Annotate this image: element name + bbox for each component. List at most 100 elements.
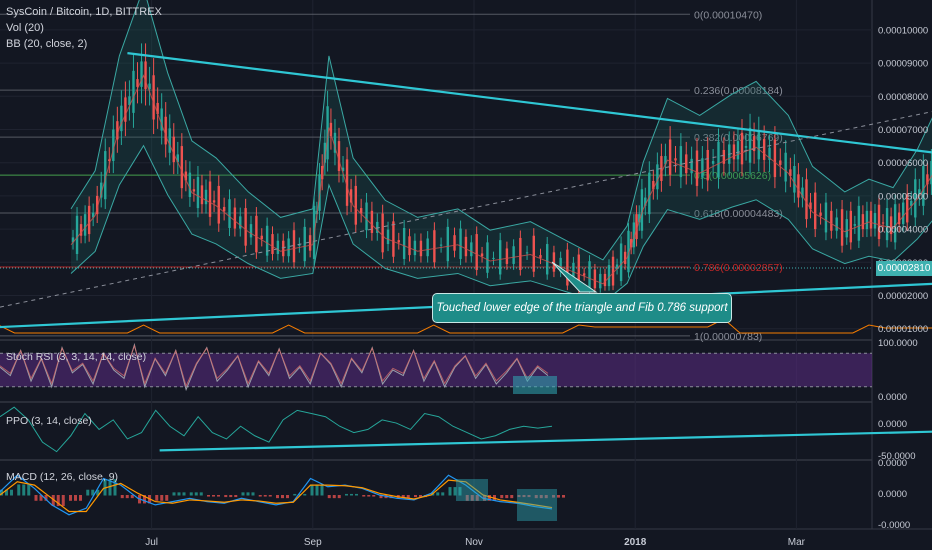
candle-body <box>298 244 301 246</box>
candle-body <box>593 269 597 289</box>
candle-body <box>668 139 672 175</box>
macd-histogram-bar <box>258 495 262 497</box>
candle-body <box>128 96 131 106</box>
macd-histogram-bar <box>263 495 267 497</box>
candle-body <box>519 237 522 271</box>
candle-body <box>922 166 925 206</box>
macd-histogram-bar <box>160 495 164 501</box>
candle-body <box>840 209 844 246</box>
macd-histogram-bar <box>505 495 509 499</box>
macd-histogram-bar <box>276 495 279 499</box>
fib-label: 0(0.00010470) <box>694 9 762 21</box>
macd-histogram-bar <box>34 495 38 501</box>
stoch-y-tick: 0.0000 <box>878 392 907 403</box>
candle-body <box>200 185 204 205</box>
bb-basis <box>70 74 932 285</box>
candle-body <box>426 238 429 257</box>
macd-histogram-bar <box>367 495 371 497</box>
macd-highlight <box>517 489 557 521</box>
y-tick-label: 0.00001000 <box>878 324 928 335</box>
candle-body <box>408 236 411 256</box>
macd-histogram-bar <box>177 492 181 496</box>
candle-body <box>588 261 591 293</box>
candle-body <box>397 240 400 243</box>
macd-histogram-bar <box>453 487 457 496</box>
macd-histogram-bar <box>56 495 60 507</box>
macd-histogram-bar <box>401 495 405 499</box>
candle-body <box>386 229 390 245</box>
candle-body <box>265 225 269 256</box>
candle-body <box>656 164 659 190</box>
candle-body <box>789 169 792 176</box>
candle-body <box>603 273 607 287</box>
y-tick-label: 0.00006000 <box>878 158 928 169</box>
candle-body <box>930 161 932 185</box>
candle-body <box>611 256 615 286</box>
candle-body <box>757 130 760 160</box>
macd-histogram-bar <box>419 495 422 498</box>
candle-body <box>809 202 812 210</box>
candle-body <box>914 179 917 218</box>
macd-histogram-bar <box>557 495 560 498</box>
candle-body <box>752 136 756 152</box>
candle-body <box>120 105 123 132</box>
macd-histogram-bar <box>217 495 220 497</box>
candle-body <box>212 200 216 203</box>
candle-body <box>674 158 677 161</box>
candle-body <box>638 214 641 223</box>
macd-pane: MACD (12, 26, close, 9) <box>0 471 565 521</box>
candle-body <box>475 234 478 271</box>
candle-body <box>615 264 619 269</box>
candle-body <box>459 228 462 259</box>
dashed-trend-line <box>0 111 932 308</box>
candle-body <box>918 189 921 196</box>
macd-histogram-bar <box>61 495 65 507</box>
candle-body <box>164 116 167 145</box>
macd-histogram-bar <box>281 495 284 499</box>
candle-body <box>204 189 208 205</box>
candle-body <box>413 240 417 256</box>
macd-histogram-bar <box>350 493 353 496</box>
macd-y-tick: 0.0000 <box>878 489 907 500</box>
candle-body <box>830 210 833 231</box>
macd-histogram-bar <box>475 495 479 501</box>
candle-body <box>773 139 777 178</box>
macd-histogram-bar <box>17 484 21 496</box>
macd-histogram-bar <box>182 492 186 496</box>
candle-body <box>282 240 285 257</box>
candle-body <box>453 235 456 251</box>
candle-body <box>512 246 515 264</box>
candle-body <box>577 254 580 290</box>
macd-histogram-bar <box>488 495 491 501</box>
macd-histogram-bar <box>246 492 250 496</box>
macd-histogram-bar <box>10 489 13 496</box>
candle-body <box>853 224 857 226</box>
candle-body <box>901 202 905 225</box>
macd-histogram-bar <box>320 484 324 496</box>
candle-body <box>873 213 877 229</box>
macd-histogram-bar <box>194 492 198 496</box>
stoch-title: Stoch RSI (3, 3, 14, 14, close) <box>6 351 146 363</box>
candle-body <box>664 156 667 165</box>
volume-legend: Vol (20) <box>6 22 44 34</box>
candle-body <box>95 195 99 215</box>
macd-histogram-bar <box>125 495 129 499</box>
candle-body <box>793 166 796 193</box>
macd-histogram-bar <box>79 495 82 501</box>
candle-body <box>505 248 509 264</box>
macd-histogram-bar <box>286 495 289 499</box>
candle-body <box>768 147 771 160</box>
macd-histogram-bar <box>86 489 90 496</box>
candle-body <box>685 154 688 174</box>
macd-histogram-bar <box>268 495 272 497</box>
fib-levels: 0(0.00010470)0.236(0.00008184)0.382(0.00… <box>0 9 783 343</box>
x-tick-label: Mar <box>788 537 806 548</box>
macd-histogram-bar <box>544 495 548 499</box>
candle-body <box>136 79 139 87</box>
candle-body <box>627 230 630 273</box>
candle-body <box>337 141 341 171</box>
macd-histogram-bar <box>389 495 393 499</box>
candle-body <box>140 61 143 87</box>
candle-body <box>835 217 838 231</box>
